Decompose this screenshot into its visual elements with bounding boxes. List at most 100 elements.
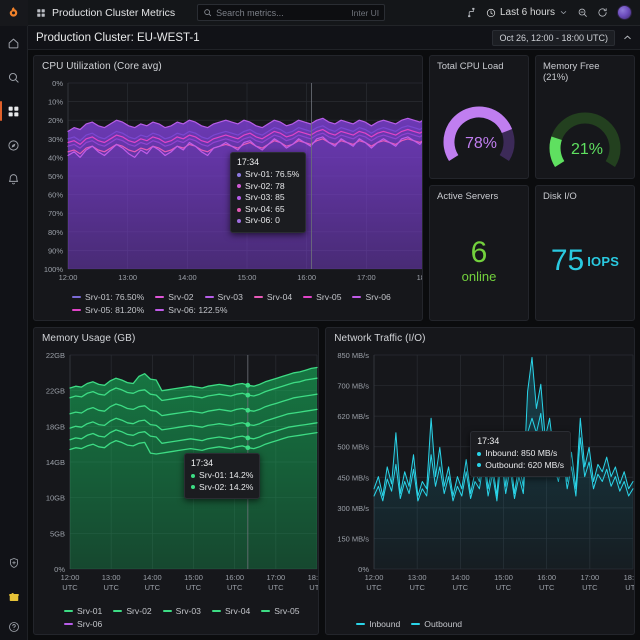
svg-text:13:00: 13:00	[118, 273, 137, 282]
legend-swatch	[162, 610, 172, 612]
legend-item[interactable]: Srv-06	[352, 292, 391, 302]
sidebar-item-plugins[interactable]	[0, 546, 28, 580]
refresh-cycle-icon[interactable]	[597, 7, 608, 18]
sidebar-rail	[0, 0, 28, 640]
chart-network-traffic[interactable]: 850 MB/s 700 MB/s 620 MB/s 500 MB/s 450 MB/s…	[326, 347, 634, 617]
legend-item[interactable]: Srv-02	[155, 292, 194, 302]
svg-text:UTC: UTC	[625, 583, 635, 592]
grafana-logo-icon[interactable]	[0, 0, 28, 26]
svg-text:13:00: 13:00	[102, 573, 121, 582]
legend-item[interactable]: Outbound	[411, 619, 462, 629]
legend-item[interactable]: Srv-04	[211, 606, 250, 616]
legend-item[interactable]: Inbound	[356, 619, 400, 629]
legend-item[interactable]: Srv-03	[204, 292, 243, 302]
sidebar-item-help[interactable]	[0, 614, 28, 640]
svg-text:90%: 90%	[48, 246, 63, 255]
legend-label: Srv-05	[274, 606, 300, 616]
svg-text:0%: 0%	[54, 565, 65, 574]
legend-cpu[interactable]: Srv-01: 76.50% Srv-02 Srv-03 Srv-04 Srv-05 Sr…	[34, 290, 422, 320]
panel-total-cpu-load: Total CPU Load 78%	[429, 55, 529, 179]
disk-io-value: 75	[550, 244, 585, 277]
svg-text:50%: 50%	[48, 172, 63, 181]
svg-text:0%: 0%	[52, 79, 63, 88]
svg-text:16:00: 16:00	[225, 573, 244, 582]
legend-item[interactable]: Srv-03	[162, 606, 201, 616]
panel-cpu-utilization: CPU Utilization (Core avg) 0% 10% 20% 30% 40…	[33, 55, 423, 321]
time-range-badge[interactable]: Oct 26, 12:00 - 18:00 UTC)	[492, 29, 615, 46]
sidebar-item-dashboards[interactable]	[0, 94, 28, 128]
svg-text:18:00: 18:00	[624, 573, 635, 582]
legend-item[interactable]: Srv-05	[303, 292, 341, 302]
legend-memory[interactable]: Srv-01 Srv-02 Srv-03 Srv-04 Srv-05 Srv-06	[34, 604, 318, 634]
memory-free-label: Memory Free	[543, 61, 600, 72]
search-input[interactable]: Search metrics... Inter UI	[197, 4, 386, 21]
legend-swatch	[72, 296, 81, 298]
sidebar-item-news[interactable]	[0, 580, 28, 614]
svg-text:UTC: UTC	[268, 583, 284, 592]
svg-text:22GB: 22GB	[46, 351, 65, 360]
legend-item[interactable]: Srv-06	[64, 619, 102, 629]
memory-free-percent-label: (21%)	[543, 72, 569, 83]
legend-label: Srv-06	[365, 292, 391, 302]
chart-memory-usage[interactable]: 22GB 22GB 18GB 14GB 10GB 5GB 0% 12:00 UTC 13:00 UT…	[34, 347, 318, 604]
legend-network[interactable]: Inbound Outbound	[326, 617, 634, 634]
panel-grid: CPU Utilization (Core avg) 0% 10% 20% 30% 40…	[28, 50, 640, 640]
svg-text:UTC: UTC	[145, 583, 161, 592]
svg-text:UTC: UTC	[366, 583, 382, 592]
legend-item[interactable]: Srv-04	[253, 292, 293, 302]
chart-cpu-utilization[interactable]: 0% 10% 20% 30% 40% 50% 60% 70% 80% 90% 100% 12:00 13…	[34, 75, 422, 290]
user-avatar[interactable]	[617, 5, 632, 20]
svg-text:14:00: 14:00	[178, 273, 197, 282]
svg-text:300 MB/s: 300 MB/s	[338, 504, 370, 513]
legend-label: Srv-01: 76.50%	[85, 292, 145, 302]
breadcrumb[interactable]: Production Cluster Metrics	[52, 6, 176, 19]
legend-swatch	[261, 610, 271, 612]
svg-text:22GB: 22GB	[46, 387, 65, 396]
panel-title-cpu: CPU Utilization (Core avg)	[42, 61, 162, 72]
svg-text:40%: 40%	[48, 153, 63, 162]
disk-io-unit: IOPS	[587, 253, 620, 269]
magnifier-minus-icon[interactable]	[577, 7, 588, 18]
sidebar-item-search[interactable]	[0, 60, 28, 94]
sidebar-item-home[interactable]	[0, 26, 28, 60]
svg-text:78%: 78%	[465, 135, 497, 152]
panel-row-1: CPU Utilization (Core avg) 0% 10% 20% 30% 40…	[33, 55, 635, 321]
svg-text:18:00: 18:00	[417, 273, 423, 282]
legend-swatch	[204, 296, 214, 298]
legend-item[interactable]: Srv-05	[261, 606, 300, 616]
svg-text:620 MB/s: 620 MB/s	[338, 412, 370, 421]
legend-label: Srv-01	[77, 606, 103, 616]
page-title: Production Cluster: EU-WEST-1	[36, 31, 200, 44]
time-range-label: Last 6 hours	[499, 7, 555, 18]
share-node-icon[interactable]	[466, 7, 477, 18]
svg-text:UTC: UTC	[103, 583, 119, 592]
legend-item[interactable]: Srv-01: 76.50%	[72, 292, 144, 302]
legend-label: Srv-04	[266, 292, 293, 302]
svg-text:500 MB/s: 500 MB/s	[338, 443, 370, 452]
panel-title-memory-free: Memory Free (21%)	[536, 56, 634, 83]
legend-item[interactable]: Srv-06: 122.5%	[155, 305, 227, 315]
svg-text:10%: 10%	[48, 98, 63, 107]
legend-swatch	[253, 296, 263, 298]
panel-title-memory: Memory Usage (GB)	[42, 333, 136, 344]
legend-swatch	[64, 623, 73, 625]
panel-title-cpu-load: Total CPU Load	[437, 61, 504, 72]
legend-swatch	[411, 623, 421, 625]
search-wrap: Search metrics... Inter UI	[197, 4, 386, 21]
panel-memory-usage: Memory Usage (GB) 22GB 22GB 18GB 14GB 10GB 5G…	[33, 327, 320, 635]
sidebar-item-explore[interactable]	[0, 128, 28, 162]
legend-item[interactable]: Srv-02	[113, 606, 152, 616]
legend-item[interactable]: Srv-01	[64, 606, 102, 616]
time-range-picker[interactable]: Last 6 hours	[486, 7, 568, 18]
search-icon	[203, 8, 212, 17]
topbar-actions: Last 6 hours	[466, 5, 634, 20]
svg-text:450 MB/s: 450 MB/s	[338, 473, 370, 482]
svg-text:80%: 80%	[48, 228, 63, 237]
svg-text:30%: 30%	[48, 135, 63, 144]
chevron-up-icon[interactable]	[620, 32, 635, 43]
sidebar-item-alerting[interactable]	[0, 162, 28, 196]
legend-item[interactable]: Srv-05: 81.20%	[72, 305, 144, 315]
svg-text:14:00: 14:00	[451, 573, 470, 582]
panel-title-network: Network Traffic (I/O)	[334, 333, 426, 344]
svg-text:UTC: UTC	[62, 583, 78, 592]
